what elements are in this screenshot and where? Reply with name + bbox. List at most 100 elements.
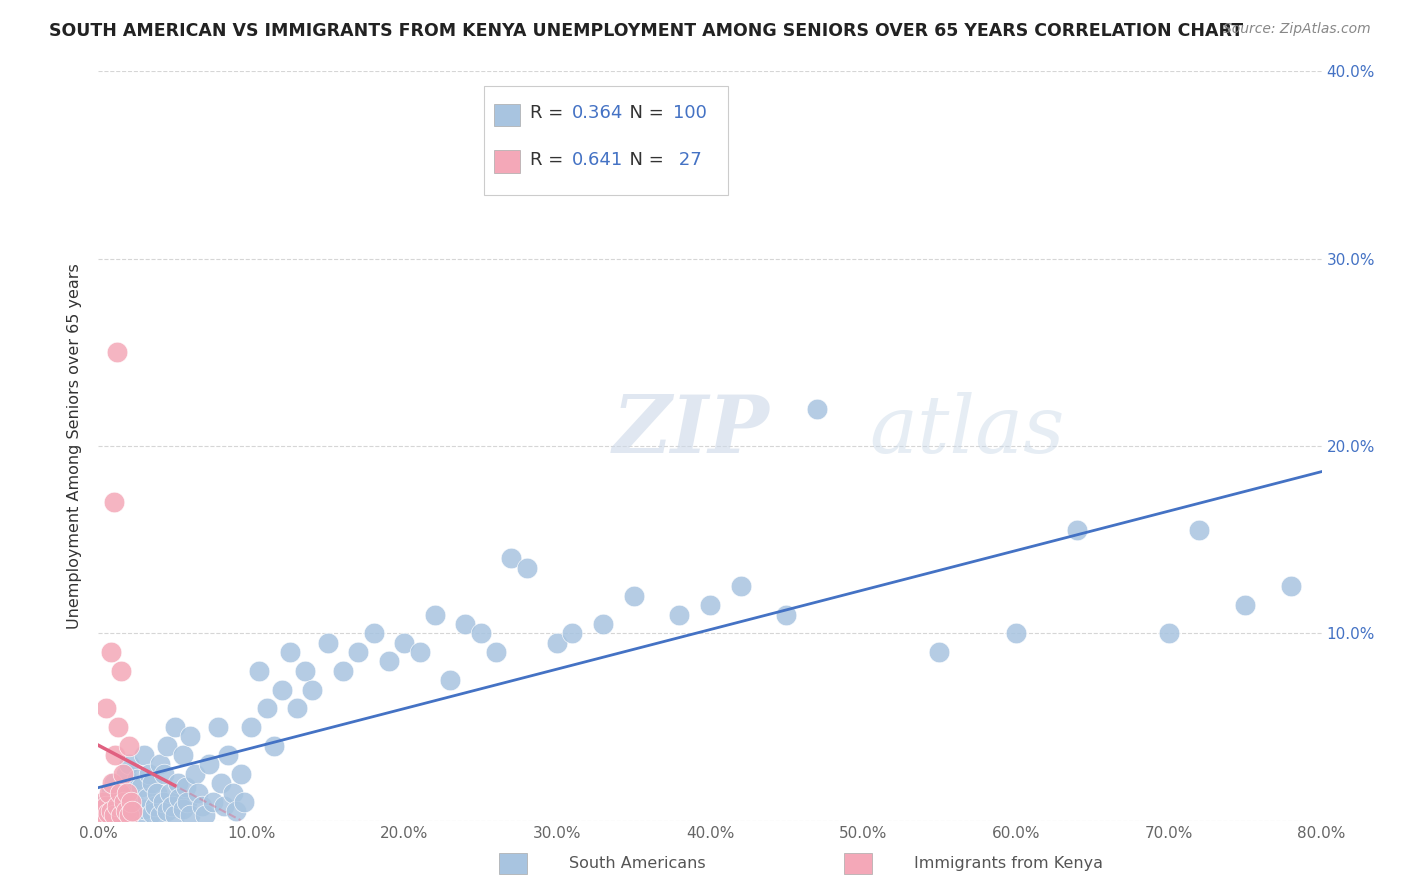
Point — [247, 664, 270, 678]
Point — [806, 401, 828, 416]
Point — [134, 747, 156, 762]
Point — [156, 739, 179, 753]
Point — [121, 786, 143, 800]
Point — [149, 757, 172, 772]
Point — [112, 800, 135, 814]
Point — [163, 720, 186, 734]
Point — [110, 780, 132, 794]
Point — [730, 580, 752, 594]
Point — [928, 645, 950, 659]
Point — [191, 798, 214, 813]
Text: N =: N = — [619, 151, 669, 169]
Y-axis label: Unemployment Among Seniors over 65 years: Unemployment Among Seniors over 65 years — [67, 263, 83, 629]
Point — [105, 798, 128, 813]
Point — [194, 808, 217, 822]
Point — [294, 664, 316, 678]
Point — [138, 767, 160, 781]
Point — [546, 635, 568, 649]
Point — [202, 795, 225, 809]
Point — [125, 798, 148, 813]
Point — [347, 645, 370, 659]
Point — [332, 664, 354, 678]
Point — [408, 645, 430, 659]
Point — [105, 805, 128, 819]
Point — [100, 805, 122, 819]
Point — [152, 795, 174, 809]
Point — [454, 617, 477, 632]
Point — [301, 682, 323, 697]
Point — [179, 730, 201, 744]
Point — [423, 607, 446, 622]
Point — [270, 682, 292, 697]
Text: SOUTH AMERICAN VS IMMIGRANTS FROM KENYA UNEMPLOYMENT AMONG SENIORS OVER 65 YEARS: SOUTH AMERICAN VS IMMIGRANTS FROM KENYA … — [49, 22, 1243, 40]
Point — [136, 791, 159, 805]
Text: R =: R = — [530, 151, 569, 169]
Point — [103, 798, 125, 813]
Point — [134, 802, 156, 816]
Point — [153, 767, 176, 781]
Point — [98, 786, 121, 800]
Point — [93, 808, 115, 822]
Point — [256, 701, 278, 715]
Point — [501, 551, 523, 566]
Point — [101, 776, 124, 790]
FancyBboxPatch shape — [484, 87, 728, 195]
Point — [129, 780, 152, 794]
Point — [110, 664, 132, 678]
Point — [156, 805, 179, 819]
Point — [263, 739, 285, 753]
Point — [98, 808, 121, 822]
Point — [103, 495, 125, 509]
Point — [392, 635, 416, 649]
Point — [229, 767, 252, 781]
Point — [163, 808, 186, 822]
Point — [316, 635, 339, 649]
Point — [94, 701, 117, 715]
Point — [699, 599, 721, 613]
Point — [209, 776, 232, 790]
Point — [1188, 524, 1211, 538]
Point — [100, 645, 122, 659]
Point — [363, 626, 385, 640]
Point — [1066, 524, 1088, 538]
Point — [91, 805, 114, 819]
Point — [143, 798, 166, 813]
Point — [1279, 580, 1302, 594]
Point — [145, 786, 167, 800]
Text: atlas: atlas — [869, 392, 1064, 470]
Point — [118, 739, 141, 753]
Point — [167, 776, 190, 790]
Text: 0.641: 0.641 — [572, 151, 623, 169]
Point — [160, 798, 183, 813]
Point — [104, 747, 127, 762]
Point — [1234, 599, 1257, 613]
Point — [118, 757, 141, 772]
Point — [103, 808, 125, 822]
Point — [128, 808, 150, 822]
Point — [97, 806, 120, 821]
FancyBboxPatch shape — [494, 103, 520, 126]
Point — [207, 720, 229, 734]
Point — [94, 798, 117, 813]
Point — [174, 780, 197, 794]
Point — [1004, 626, 1026, 640]
Point — [90, 805, 112, 819]
Point — [169, 791, 191, 805]
Point — [141, 776, 163, 790]
Point — [159, 786, 181, 800]
Point — [485, 645, 508, 659]
Text: 27: 27 — [673, 151, 702, 169]
Point — [240, 720, 263, 734]
Point — [378, 655, 401, 669]
Point — [94, 795, 117, 809]
Point — [100, 786, 122, 800]
Point — [172, 802, 194, 816]
Point — [176, 795, 198, 809]
Point — [172, 747, 194, 762]
Point — [115, 767, 138, 781]
Point — [516, 561, 538, 575]
Point — [121, 805, 143, 819]
Point — [115, 810, 138, 824]
Point — [197, 757, 219, 772]
Point — [108, 786, 131, 800]
